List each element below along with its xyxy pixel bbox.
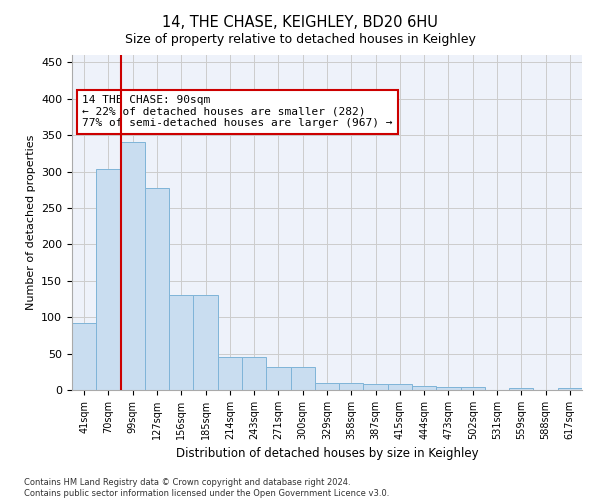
Text: Contains HM Land Registry data © Crown copyright and database right 2024.
Contai: Contains HM Land Registry data © Crown c… — [24, 478, 389, 498]
Bar — [193, 294, 218, 390]
Y-axis label: Number of detached properties: Number of detached properties — [26, 135, 35, 310]
Bar — [412, 386, 436, 390]
Text: 14 THE CHASE: 90sqm
← 22% of detached houses are smaller (282)
77% of semi-detac: 14 THE CHASE: 90sqm ← 22% of detached ho… — [82, 95, 392, 128]
Bar — [72, 323, 96, 390]
Bar — [436, 387, 461, 390]
Bar — [315, 382, 339, 390]
Bar — [461, 387, 485, 390]
Bar — [121, 142, 145, 390]
Bar — [145, 188, 169, 390]
Bar — [169, 294, 193, 390]
Bar — [218, 356, 242, 390]
Bar — [364, 384, 388, 390]
Bar — [558, 388, 582, 390]
Bar — [266, 368, 290, 390]
Bar — [339, 382, 364, 390]
Bar — [290, 368, 315, 390]
Text: Size of property relative to detached houses in Keighley: Size of property relative to detached ho… — [125, 32, 475, 46]
Text: 14, THE CHASE, KEIGHLEY, BD20 6HU: 14, THE CHASE, KEIGHLEY, BD20 6HU — [162, 15, 438, 30]
Bar — [388, 384, 412, 390]
Bar — [509, 388, 533, 390]
Bar — [242, 356, 266, 390]
Bar — [96, 170, 121, 390]
X-axis label: Distribution of detached houses by size in Keighley: Distribution of detached houses by size … — [176, 448, 478, 460]
